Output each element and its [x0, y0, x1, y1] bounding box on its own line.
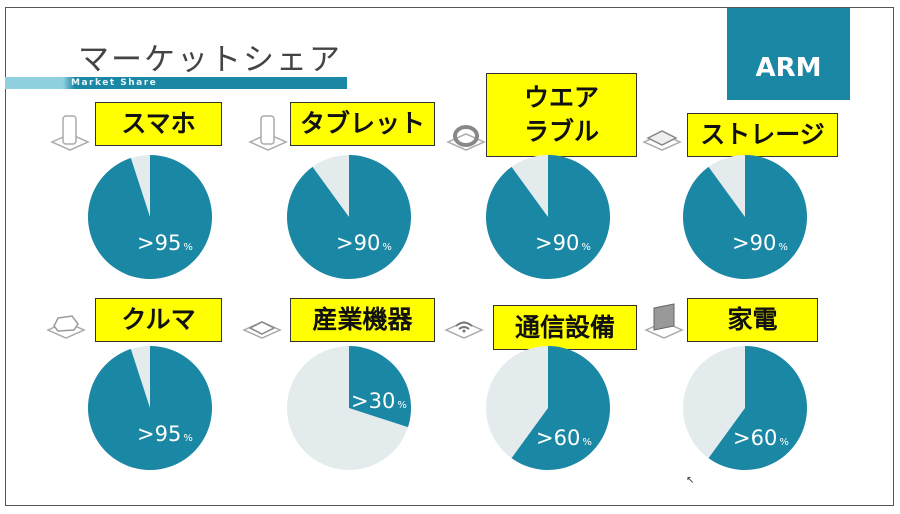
tablet-icon — [246, 112, 290, 156]
share-label: >90% — [336, 231, 392, 255]
share-value: >60 — [536, 426, 580, 450]
storage-drive-icon — [640, 112, 684, 156]
percent-sign: % — [582, 437, 592, 448]
percent-sign: % — [778, 242, 788, 253]
wifi-icon — [442, 300, 486, 344]
share-value: >30 — [351, 389, 395, 413]
pie-slice-share — [286, 155, 411, 279]
category-label: クルマ — [95, 298, 222, 342]
percent-sign: % — [183, 242, 193, 253]
percent-sign: % — [382, 242, 392, 253]
percent-sign: % — [581, 242, 591, 253]
share-value: >95 — [137, 231, 181, 255]
pie-chart: >60% — [683, 346, 807, 470]
share-label: >90% — [535, 231, 591, 255]
share-label: >90% — [732, 231, 788, 255]
category-label: 産業機器 — [290, 298, 435, 342]
arm-logo: ARM — [727, 8, 850, 100]
percent-sign: % — [397, 400, 407, 411]
mouse-cursor-icon: ↖ — [686, 475, 695, 486]
subtitle-bar: Market Share — [5, 77, 347, 89]
pie-slice-share — [88, 155, 213, 279]
pie-slice-share — [708, 346, 807, 470]
pie-chart: >30% — [287, 346, 412, 470]
pie-slice-share — [87, 346, 212, 471]
share-value: >90 — [732, 231, 776, 255]
pie-chart: >95% — [88, 155, 213, 279]
share-value: >90 — [336, 231, 380, 255]
pie-slice-share — [511, 346, 611, 470]
smartphone-icon — [48, 112, 92, 156]
pie-chart: >60% — [486, 346, 611, 470]
category-label: ストレージ — [687, 113, 838, 157]
category-label: スマホ — [95, 102, 222, 146]
share-value: >95 — [137, 422, 181, 446]
pie-slice-share — [683, 155, 807, 279]
slide-title: マーケットシェア — [78, 42, 342, 78]
category-label: タブレット — [290, 102, 435, 146]
pie-slice-share — [485, 155, 610, 279]
pie-chart: >90% — [683, 155, 807, 279]
category-label: 家電 — [687, 298, 818, 342]
share-label: >60% — [536, 426, 592, 450]
share-label: >95% — [137, 231, 193, 255]
share-label: >95% — [137, 422, 193, 446]
pie-chart: >95% — [87, 346, 212, 471]
slide-subtitle: Market Share — [71, 78, 158, 88]
car-icon — [44, 300, 88, 344]
percent-sign: % — [183, 433, 193, 444]
share-value: >90 — [535, 231, 579, 255]
tv-icon — [642, 300, 686, 344]
share-value: >60 — [733, 426, 777, 450]
pie-chart: >90% — [286, 155, 411, 279]
category-label: ウエア ラブル — [486, 73, 637, 157]
pie-chart: >90% — [485, 155, 610, 279]
share-label: >60% — [733, 426, 789, 450]
percent-sign: % — [779, 437, 789, 448]
share-label: >30% — [351, 389, 407, 413]
pie-slice-share — [349, 346, 412, 428]
wearable-ring-icon — [444, 112, 488, 156]
chip-icon — [240, 300, 284, 344]
